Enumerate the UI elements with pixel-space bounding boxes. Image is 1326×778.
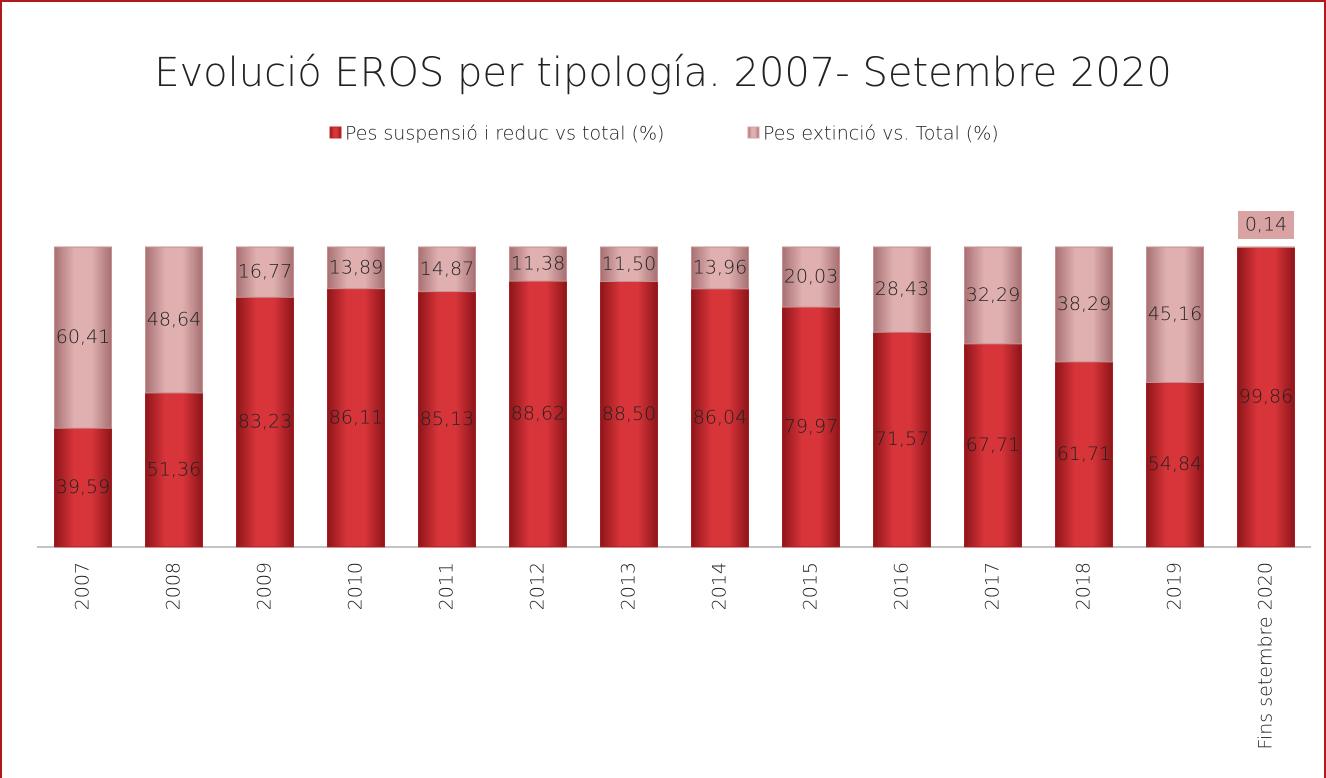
data-label: 45,16: [1148, 303, 1202, 325]
data-label: 71,57: [875, 428, 929, 450]
x-tick-label: 2007: [72, 562, 94, 610]
data-label: 39,59: [56, 476, 110, 498]
data-label: 11,38: [511, 253, 565, 275]
x-tick-label: 2014: [709, 562, 731, 610]
data-label: 86,04: [693, 406, 747, 428]
bar-segment: [418, 291, 476, 548]
data-label: 0,14: [1245, 214, 1287, 236]
x-tick-label: 2008: [163, 562, 185, 610]
data-label: 79,97: [784, 416, 838, 438]
x-tick-label: 2010: [345, 562, 367, 610]
data-label: 51,36: [147, 458, 201, 480]
data-label: 85,13: [420, 408, 474, 430]
x-tick-label: 2017: [982, 562, 1004, 610]
bar-segment: [509, 280, 567, 548]
x-tick-label: Fins setembre 2020: [1255, 562, 1277, 750]
data-label: 67,71: [966, 434, 1020, 456]
chart-title: Evolució EROS per tipología. 2007- Setem…: [154, 50, 1172, 96]
bar-segment: [964, 246, 1022, 345]
bar-segment: [236, 246, 294, 298]
bar-segment: [418, 246, 476, 293]
legend-label: Pes extinció vs. Total (%): [763, 123, 999, 145]
data-label: 11,50: [602, 253, 656, 275]
x-tick-label: 2012: [527, 562, 549, 610]
bar-segment: [691, 246, 749, 290]
data-label: 83,23: [238, 411, 292, 433]
bar-segment: [1055, 361, 1113, 548]
bar-segment: [873, 246, 931, 333]
bar-segment: [782, 306, 840, 548]
x-tick-label: 2016: [891, 562, 913, 610]
label-box: [1238, 211, 1294, 239]
bar-segment: [782, 246, 840, 308]
bar-segment: [1146, 381, 1204, 548]
bar-segment: [1055, 246, 1113, 363]
x-tick-label: 2018: [1073, 562, 1095, 610]
data-label: 28,43: [875, 278, 929, 300]
bar-segment: [600, 281, 658, 548]
x-tick-label: 2013: [618, 562, 640, 610]
bar-segment: [1146, 246, 1204, 383]
legend-swatch: [747, 126, 760, 139]
bar-segment: [691, 288, 749, 548]
bar-segment: [145, 392, 203, 548]
data-label: 13,96: [693, 256, 747, 278]
x-tick-label: 2019: [1164, 562, 1186, 610]
bar-segment: [145, 246, 203, 394]
data-label: 99,86: [1239, 386, 1293, 408]
data-label: 61,71: [1057, 443, 1111, 465]
data-label: 13,89: [329, 256, 383, 278]
data-label: 48,64: [147, 308, 201, 330]
data-label: 88,62: [511, 403, 565, 425]
bar-segment: [964, 343, 1022, 548]
bar-segment: [54, 427, 112, 548]
bar-segment: [600, 246, 658, 282]
bar-segment: [509, 246, 567, 282]
bar-segment: [236, 296, 294, 548]
x-tick-label: 2011: [436, 562, 458, 610]
data-label: 20,03: [784, 266, 838, 288]
legend-swatch: [329, 126, 342, 139]
data-label: 88,50: [602, 403, 656, 425]
data-label: 38,29: [1057, 293, 1111, 315]
legend-label: Pes suspensió i reduc vs total (%): [345, 123, 664, 145]
data-label: 60,41: [56, 326, 110, 348]
data-label: 86,11: [329, 406, 383, 428]
data-label: 32,29: [966, 284, 1020, 306]
bar-segment: [327, 288, 385, 548]
x-tick-label: 2009: [254, 562, 276, 610]
bar-segment: [54, 246, 112, 429]
bar-segment: [327, 246, 385, 290]
x-tick-label: 2015: [800, 562, 822, 610]
data-label: 14,87: [420, 258, 474, 280]
data-label: 16,77: [238, 261, 292, 283]
bar-segment: [1237, 246, 1295, 548]
data-label: 54,84: [1148, 453, 1202, 475]
bar-segment: [873, 331, 931, 548]
